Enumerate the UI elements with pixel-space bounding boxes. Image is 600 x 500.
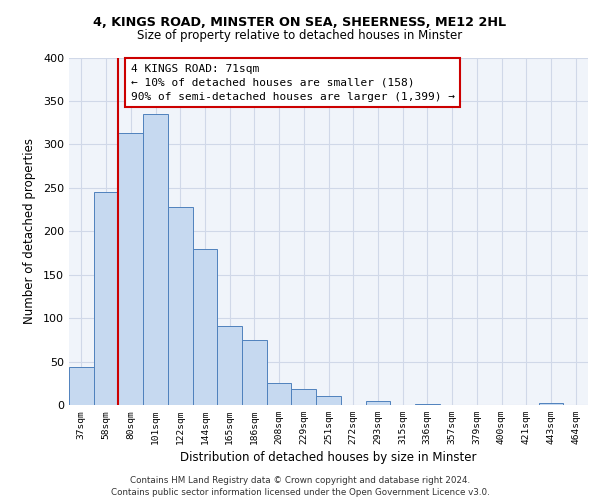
Bar [242, 340, 267, 405]
Bar [267, 384, 292, 405]
Bar [292, 390, 316, 405]
Text: 4, KINGS ROAD, MINSTER ON SEA, SHEERNESS, ME12 2HL: 4, KINGS ROAD, MINSTER ON SEA, SHEERNESS… [94, 16, 506, 29]
Y-axis label: Number of detached properties: Number of detached properties [23, 138, 36, 324]
Text: Size of property relative to detached houses in Minster: Size of property relative to detached ho… [137, 28, 463, 42]
Bar [143, 114, 168, 405]
Bar [415, 404, 440, 405]
Bar [94, 192, 118, 405]
Bar [69, 367, 94, 405]
Bar [316, 396, 341, 405]
Text: Contains HM Land Registry data © Crown copyright and database right 2024.: Contains HM Land Registry data © Crown c… [130, 476, 470, 485]
Text: 4 KINGS ROAD: 71sqm
← 10% of detached houses are smaller (158)
90% of semi-detac: 4 KINGS ROAD: 71sqm ← 10% of detached ho… [131, 64, 455, 102]
Bar [168, 207, 193, 405]
Bar [539, 404, 563, 405]
Bar [118, 133, 143, 405]
X-axis label: Distribution of detached houses by size in Minster: Distribution of detached houses by size … [180, 452, 477, 464]
Bar [193, 248, 217, 405]
Text: Contains public sector information licensed under the Open Government Licence v3: Contains public sector information licen… [110, 488, 490, 497]
Bar [217, 326, 242, 405]
Bar [365, 400, 390, 405]
